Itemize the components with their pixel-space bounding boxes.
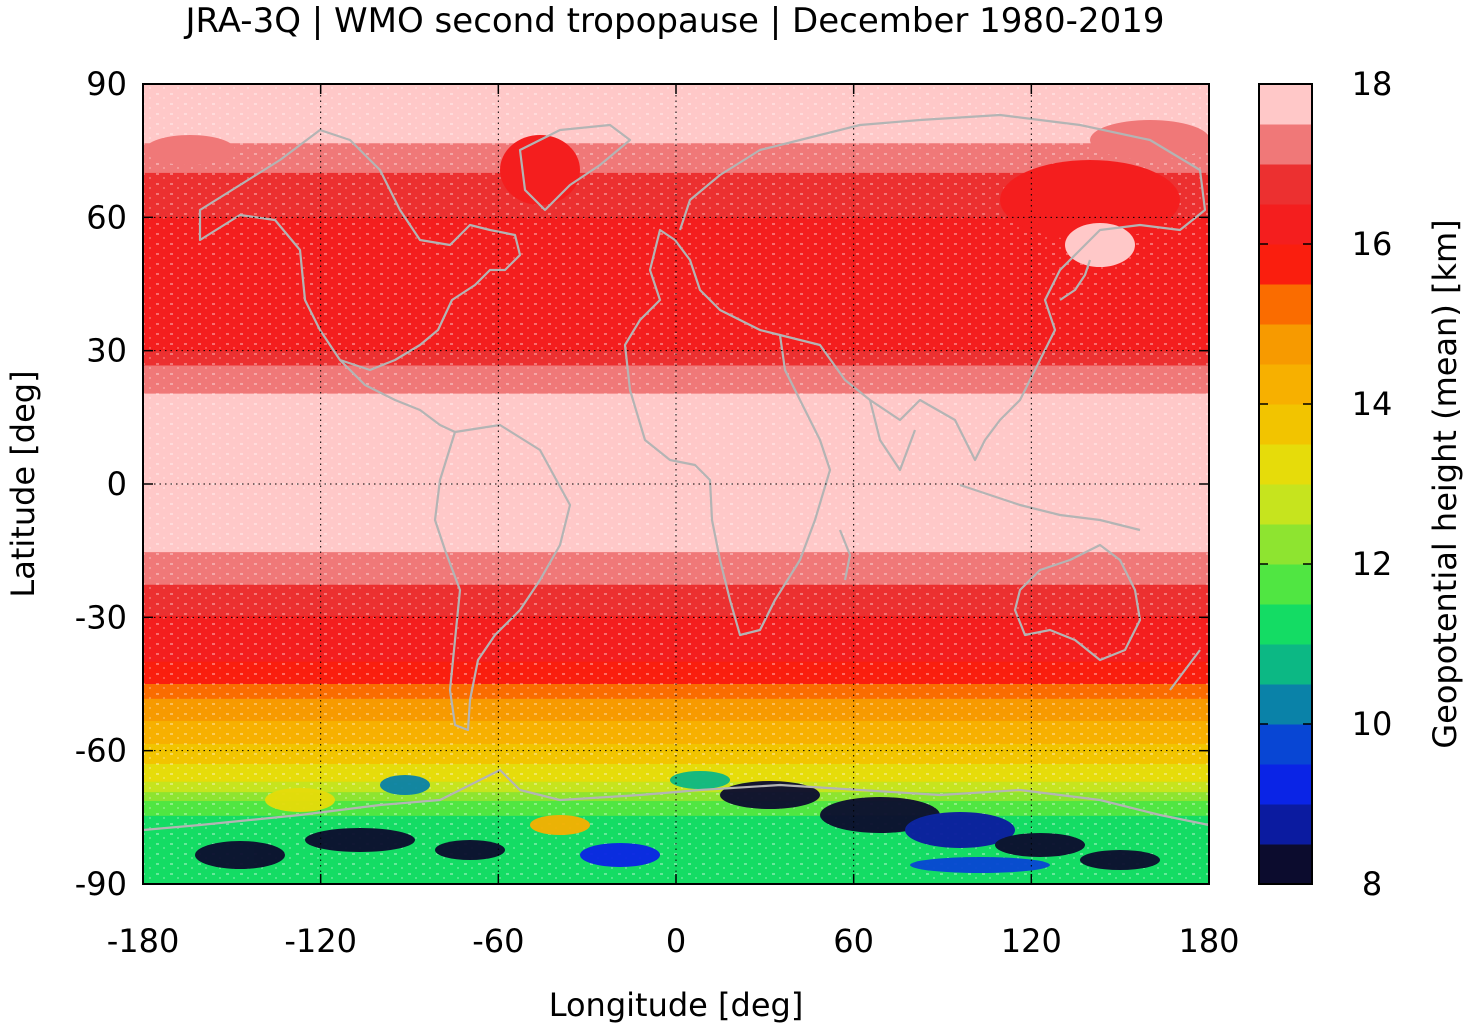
antarctic-patch xyxy=(670,771,730,789)
colorbar-cell xyxy=(1259,84,1312,125)
y-tick-label: 30 xyxy=(86,332,127,370)
axis-ticks xyxy=(142,83,1210,885)
colorbar-cell xyxy=(1259,724,1312,765)
colorbar-cell xyxy=(1259,644,1312,685)
colorbar-cell xyxy=(1259,244,1312,285)
coastline-madagascar xyxy=(838,529,852,581)
colorbar-cell xyxy=(1259,404,1312,445)
x-tick-labels: -180 -120 -60 0 60 120 180 xyxy=(107,922,1240,960)
colorbar-tick-label: 14 xyxy=(1352,385,1393,423)
colorbar-cells xyxy=(1259,84,1312,885)
x-tick-label: 60 xyxy=(833,922,874,960)
chart-title: JRA-3Q | WMO second tropopause | Decembe… xyxy=(184,1,1165,41)
x-tick-label: 180 xyxy=(1178,922,1239,960)
antarctic-patch xyxy=(305,828,415,852)
y-tick-label: 0 xyxy=(107,465,127,503)
colorbar-label: Geopotential height (mean) [km] xyxy=(1426,219,1464,748)
coastline-new-zealand xyxy=(1169,649,1201,691)
northern-patch xyxy=(1000,160,1180,240)
colorbar-cell xyxy=(1259,604,1312,645)
colorbar-tick-label: 16 xyxy=(1352,225,1393,263)
y-tick-label: 60 xyxy=(86,198,127,236)
x-tick-label: 0 xyxy=(666,922,686,960)
x-tick-label: 120 xyxy=(1001,922,1062,960)
colorbar-frame xyxy=(1258,83,1313,885)
colorbar-cell xyxy=(1259,204,1312,245)
coastline-south-america xyxy=(433,423,572,732)
coastline-antarctica xyxy=(143,768,1209,832)
northern-patch xyxy=(500,135,580,205)
antarctic-patch xyxy=(905,812,1015,848)
grid-lines xyxy=(143,84,1209,884)
coastline-maritime-continent xyxy=(959,483,1141,532)
antarctic-patch xyxy=(910,857,1050,873)
colorbar-cell xyxy=(1259,164,1312,205)
colorbar-cell xyxy=(1259,324,1312,365)
colorbar-tick-labels: 18 16 14 12 10 8 xyxy=(1352,65,1393,903)
northern-patch xyxy=(145,135,235,165)
colorbar-cell xyxy=(1259,124,1312,165)
colorbar-cell xyxy=(1259,684,1312,725)
colorbar-cell xyxy=(1259,364,1312,405)
northern-patch xyxy=(1065,223,1135,267)
antarctic-patch xyxy=(435,840,505,860)
antarctic-patch xyxy=(530,815,590,835)
coastline-india xyxy=(868,399,917,472)
map-plot-area xyxy=(143,84,1209,884)
x-axis-label: Longitude [deg] xyxy=(549,986,804,1024)
x-tick-label: -180 xyxy=(107,922,180,960)
colorbar-tick-label: 10 xyxy=(1352,705,1393,743)
colorbar-ticks xyxy=(1259,83,1312,885)
colorbar-cell xyxy=(1259,844,1312,885)
coastline-japan xyxy=(1059,259,1092,301)
antarctic-patch xyxy=(380,775,430,795)
colorbar-tick-label: 18 xyxy=(1352,65,1393,103)
antarctic-patch xyxy=(265,788,335,812)
colorbar-cell xyxy=(1259,524,1312,565)
x-tick-label: -60 xyxy=(472,922,524,960)
colorbar: 18 16 14 12 10 8 Geopotential height (mean) [… xyxy=(1258,65,1464,903)
colorbar-cell xyxy=(1259,284,1312,325)
y-tick-label: -60 xyxy=(75,732,127,770)
coastlines xyxy=(143,113,1209,832)
y-tick-label: -90 xyxy=(75,865,127,903)
colorbar-cell xyxy=(1259,444,1312,485)
colorbar-cell xyxy=(1259,564,1312,605)
coastline-greenland xyxy=(518,123,632,212)
y-tick-labels: 90 60 30 0 -30 -60 -90 xyxy=(75,65,127,903)
colorbar-cell xyxy=(1259,484,1312,525)
y-tick-label: 90 xyxy=(86,65,127,103)
coastline-asia xyxy=(678,113,1207,462)
y-axis-label: Latitude [deg] xyxy=(4,370,42,597)
y-tick-label: -30 xyxy=(75,598,127,636)
x-tick-label: -120 xyxy=(284,922,357,960)
coastline-north-america xyxy=(198,128,522,372)
colorbar-tick-label: 8 xyxy=(1362,865,1382,903)
antarctic-patch xyxy=(580,843,660,867)
coastline-central-america xyxy=(339,359,456,433)
colorbar-cell xyxy=(1259,764,1312,805)
antarctic-patch xyxy=(195,841,285,869)
colorbar-tick-label: 12 xyxy=(1352,545,1393,583)
antarctic-patches xyxy=(195,771,1160,873)
coastline-europe-africa xyxy=(623,228,832,637)
antarctic-patch xyxy=(995,833,1085,857)
antarctic-patch xyxy=(1080,850,1160,870)
coastline-australia xyxy=(1013,543,1142,662)
colorbar-cell xyxy=(1259,804,1312,845)
